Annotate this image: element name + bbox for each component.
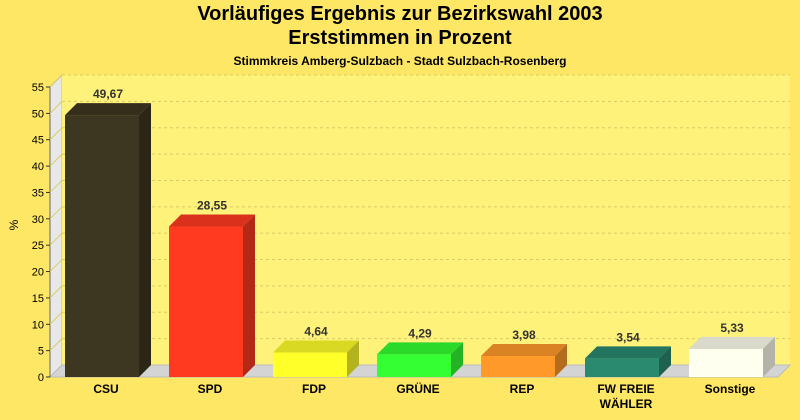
- bar-front: [65, 115, 139, 377]
- bar-side: [763, 336, 775, 377]
- category-label: FDP: [302, 382, 326, 396]
- bar-front: [585, 358, 659, 377]
- chart-title: Vorläufiges Ergebnis zur Bezirkswahl 200…: [197, 3, 603, 25]
- bar-side: [243, 214, 255, 377]
- grid-lines: [49, 74, 790, 351]
- category-label: GRÜNE: [396, 381, 439, 396]
- value-label: 49,67: [93, 87, 123, 101]
- bar-fw-freie-wähler: 3,54: [585, 330, 671, 377]
- grid-line-side: [49, 285, 63, 299]
- y-tick-label: 45: [32, 135, 44, 147]
- y-tick-label: 50: [32, 108, 44, 120]
- bar-side: [347, 340, 359, 377]
- grid-line-side: [49, 338, 63, 351]
- category-label: WÄHLER: [600, 396, 653, 411]
- y-tick-label: 25: [32, 240, 44, 252]
- grid-line-side: [49, 127, 63, 141]
- category-label: FW FREIE: [597, 382, 654, 396]
- bar-top: [65, 103, 151, 116]
- category-label: SPD: [198, 382, 223, 396]
- bar-top: [689, 336, 775, 349]
- y-tick-label: 35: [32, 187, 44, 199]
- value-label: 4,64: [304, 325, 328, 339]
- bar-spd: 28,55: [169, 198, 255, 377]
- grid-line-side: [49, 101, 63, 114]
- grid-line-side: [49, 74, 63, 88]
- y-axis-label: %: [7, 219, 21, 230]
- y-tick-label: 55: [32, 82, 44, 94]
- grid-line-side: [49, 206, 63, 220]
- plot-side-wall: [49, 73, 63, 379]
- y-tick-label: 15: [32, 293, 44, 305]
- y-tick-label: 40: [32, 161, 44, 173]
- bar-top: [481, 344, 567, 357]
- grid-line-side: [49, 259, 63, 272]
- y-tick-label: 0: [38, 372, 44, 384]
- grid-line-side: [49, 153, 63, 167]
- bar-front: [169, 226, 243, 377]
- bar-front: [689, 348, 763, 377]
- bar-front: [377, 354, 451, 377]
- bar-side: [139, 103, 151, 377]
- bar-top: [377, 342, 463, 355]
- chart-title-line2: Erststimmen in Prozent: [288, 27, 512, 49]
- bar-side: [555, 344, 567, 377]
- bar-fdp: 4,64: [273, 325, 359, 377]
- bar-top: [585, 346, 671, 359]
- chart-header: Vorläufiges Ergebnis zur Bezirkswahl 200…: [0, 2, 800, 68]
- chart-subtitle: Stimmkreis Amberg-Sulzbach - Stadt Sulzb…: [233, 54, 567, 68]
- bars: 49,67 28,55 4,64 4,29 3,98 3,54 5,33: [65, 87, 775, 377]
- value-label: 3,98: [512, 328, 536, 342]
- value-label: 28,55: [197, 198, 227, 212]
- y-tick-label: 30: [32, 214, 44, 226]
- grid-line-side: [49, 311, 63, 325]
- bar-side: [451, 342, 463, 377]
- value-label: 3,54: [616, 330, 640, 344]
- bar-front: [273, 352, 347, 377]
- bar-front: [481, 356, 555, 377]
- bar-top: [169, 214, 255, 227]
- y-axis-ticks: 0 5 10 15 20 25 30 35 40 45 50 55: [32, 82, 50, 384]
- category-label: REP: [510, 382, 535, 396]
- value-label: 5,33: [720, 321, 744, 335]
- grid-line-side: [49, 180, 63, 193]
- value-label: 4,29: [408, 326, 432, 340]
- category-label: Sonstige: [705, 382, 756, 396]
- bar-sonstige: 5,33: [689, 321, 775, 377]
- y-tick-label: 10: [32, 319, 44, 331]
- y-tick-label: 20: [32, 267, 44, 279]
- category-label: CSU: [93, 382, 118, 396]
- y-tick-label: 5: [38, 346, 44, 358]
- bar-grüne: 4,29: [377, 326, 463, 377]
- grid-line-side: [49, 232, 63, 246]
- bar-side: [659, 346, 671, 377]
- bar-csu: 49,67: [65, 87, 151, 377]
- bar-rep: 3,98: [481, 328, 567, 377]
- bar-top: [273, 340, 359, 353]
